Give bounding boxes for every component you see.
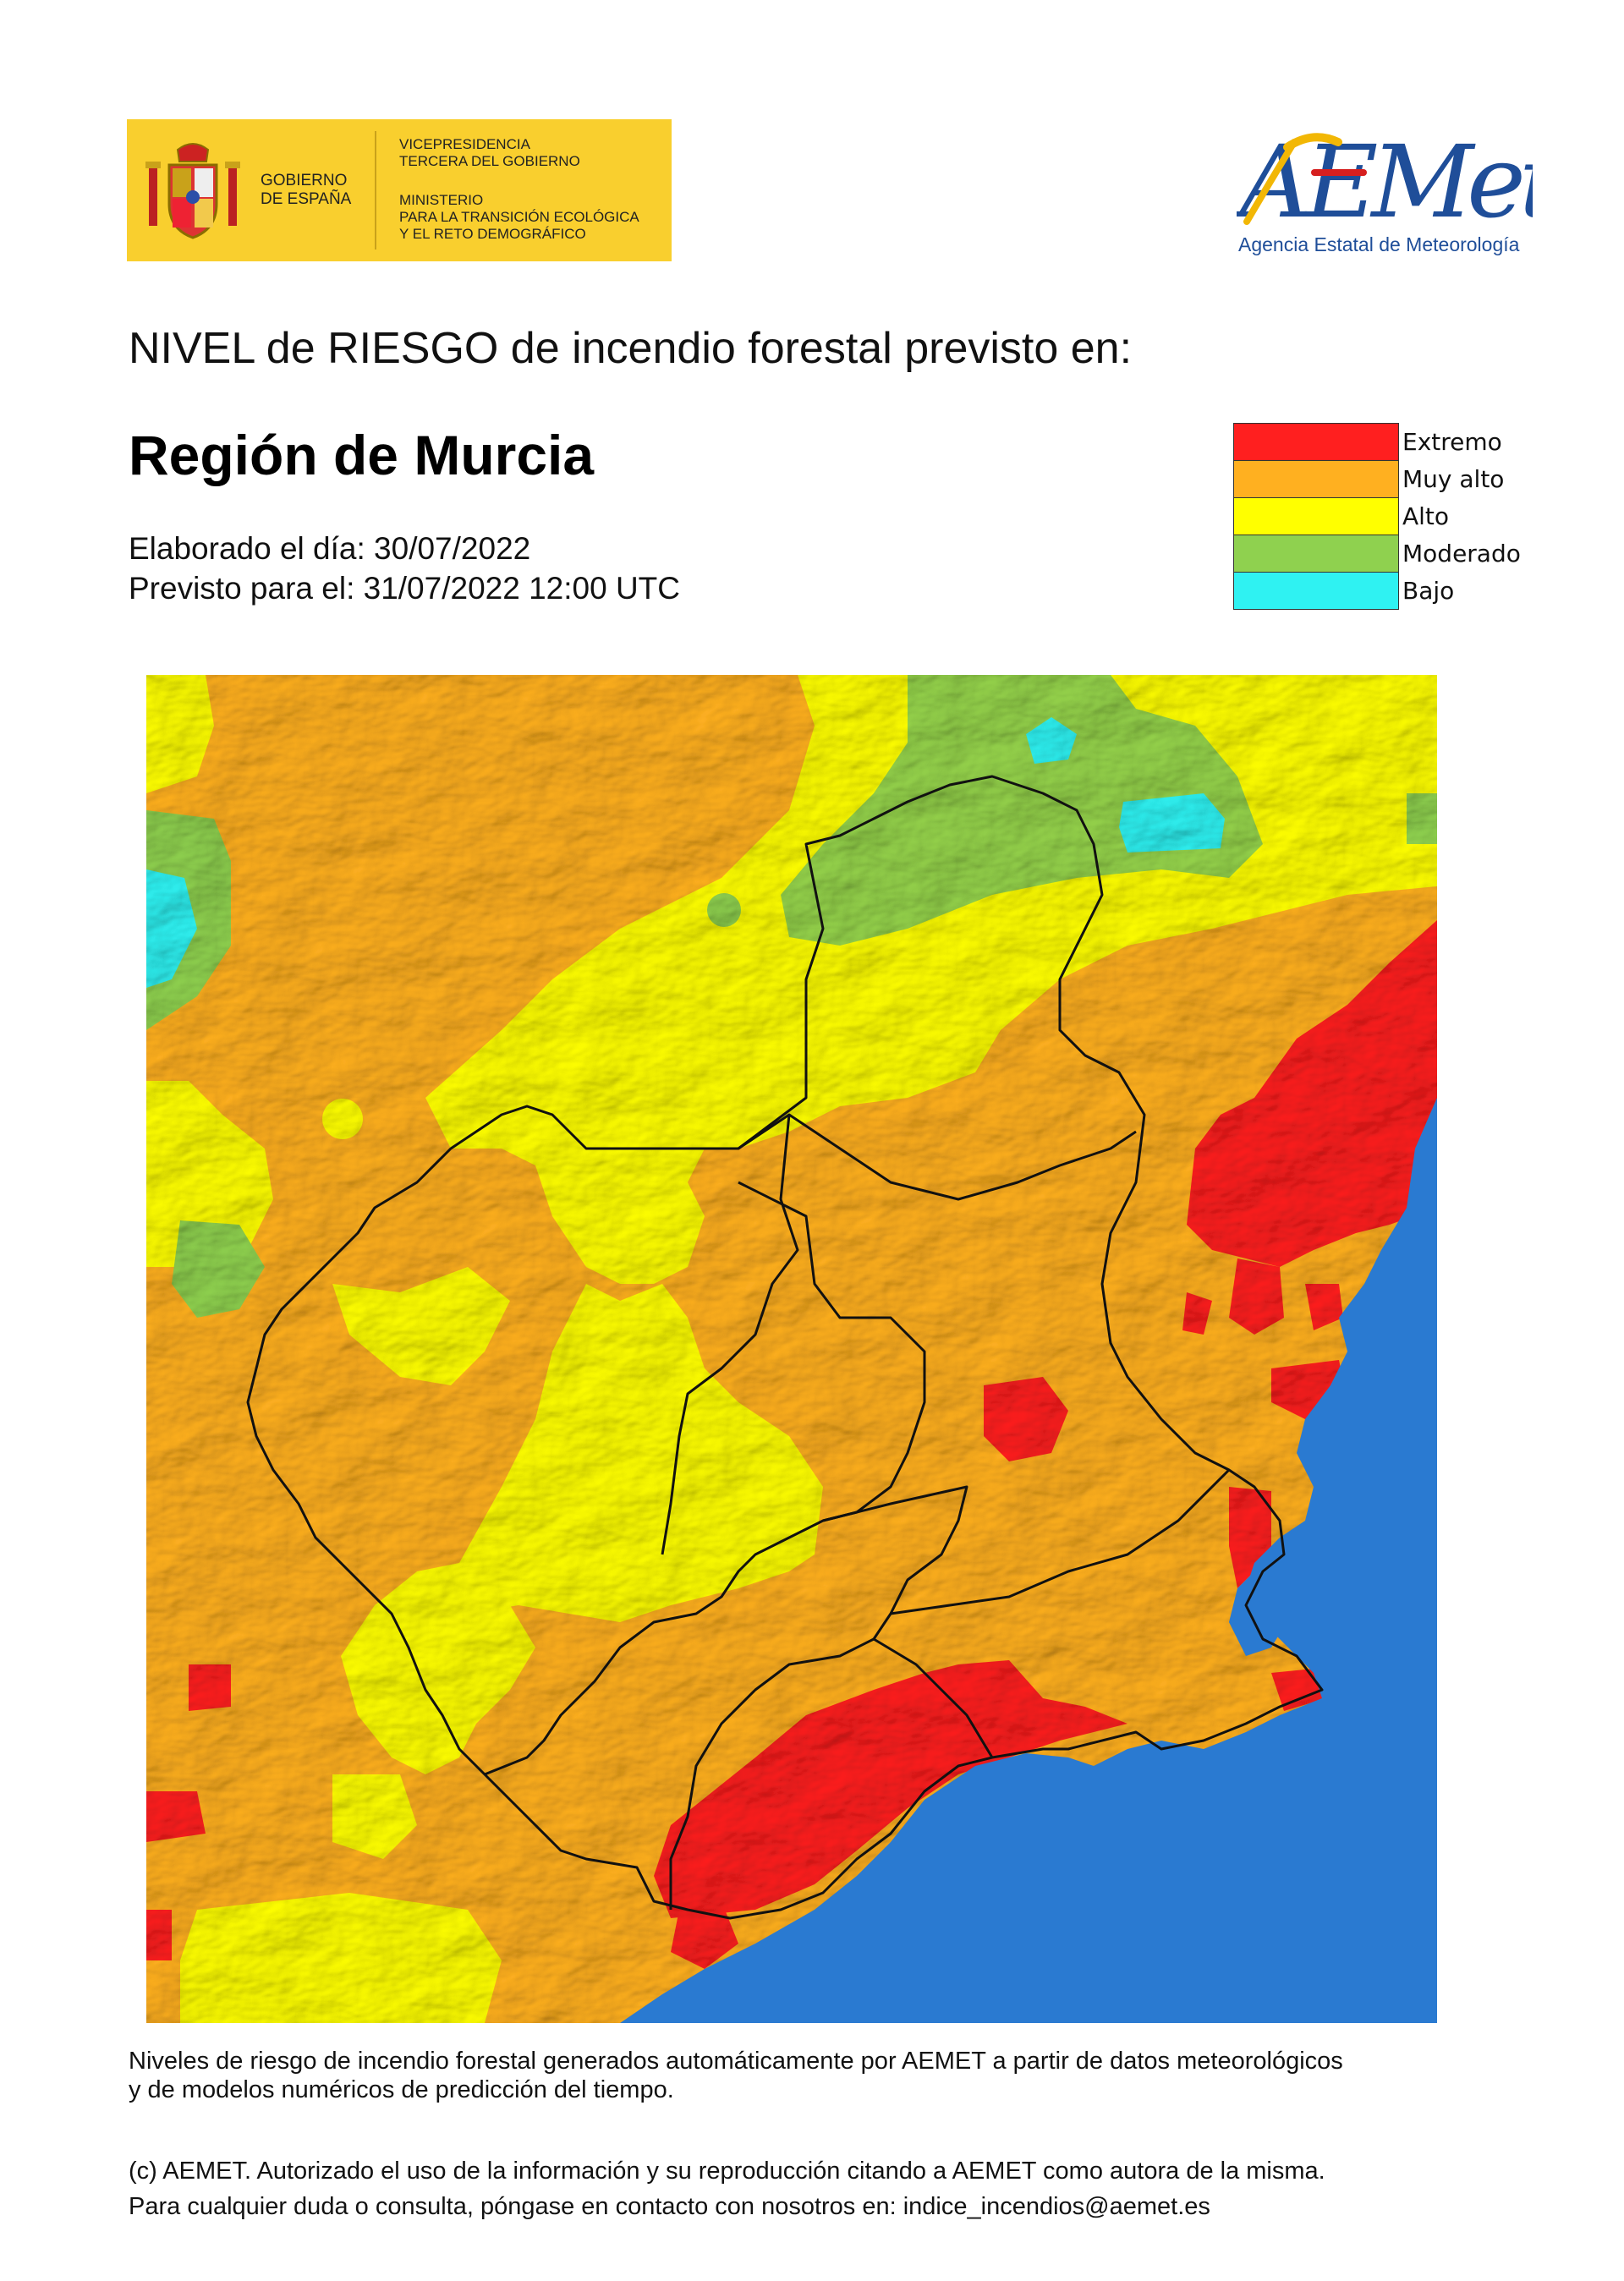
legend-item-extremo: Extremo (1233, 423, 1538, 461)
valid-date: Previsto para el: 31/07/2022 12:00 UTC (129, 571, 680, 606)
risk-area-extremo (146, 1791, 206, 1842)
legend-item-moderado: Moderado (1233, 535, 1538, 573)
risk-area-extremo (146, 1910, 172, 1960)
legend-swatch (1233, 535, 1399, 572)
risk-area-bajo (1026, 717, 1077, 764)
municipal-border (738, 1113, 1137, 1201)
government-banner: GOBIERNO DE ESPAÑA VICEPRESIDENCIA TERCE… (127, 119, 672, 261)
risk-area-extremo (984, 1377, 1068, 1461)
coat-of-arms-icon (145, 143, 240, 239)
risk-area-bajo (146, 869, 197, 988)
government-name: GOBIERNO DE ESPAÑA (261, 172, 352, 208)
municipal-border (822, 1485, 968, 1640)
risk-area-alto (341, 1563, 535, 1774)
legend-label: Moderado (1402, 540, 1521, 568)
legend-label: Extremo (1402, 428, 1502, 456)
aemet-subtitle: Agencia Estatal de Meteorología (1238, 233, 1520, 255)
risk-area-alto (146, 675, 214, 793)
risk-area-extremo (1271, 1669, 1326, 1711)
aemet-logo: AEMet (1237, 123, 1533, 240)
banner-divider (375, 131, 376, 249)
legend-label: Muy alto (1402, 465, 1505, 493)
fire-risk-map (146, 675, 1437, 2023)
risk-area-alto (332, 1774, 417, 1859)
risk-area-extremo (671, 1901, 738, 1969)
legend-swatch (1233, 460, 1399, 497)
risk-area-extremo (1182, 1292, 1212, 1335)
legend-swatch (1233, 572, 1399, 610)
risk-area-alto (180, 1893, 502, 2023)
copyright-note: (c) AEMET. Autorizado el uso de la infor… (129, 2158, 1325, 2220)
page-title: NIVEL de RIESGO de incendio forestal pre… (129, 324, 1133, 373)
municipal-border (484, 1181, 926, 1776)
risk-area-bajo (1119, 793, 1225, 853)
issued-date: Elaborado el día: 30/07/2022 (129, 531, 531, 566)
ministry-label: MINISTERIO PARA LA TRANSICIÓN ECOLÓGICA … (399, 192, 639, 242)
generation-note: Niveles de riesgo de incendio forestal g… (129, 2048, 1343, 2103)
mar-menor-lagoon (1229, 1554, 1297, 1656)
municipal-border (661, 1114, 799, 1555)
risk-area-moderado (781, 675, 1263, 946)
risk-area-moderado (707, 893, 741, 927)
risk-area-alto (332, 1267, 510, 1385)
risk-area-extremo (1305, 1284, 1343, 1330)
risk-area-extremo (654, 1660, 1127, 1918)
legend-item-alto: Alto (1233, 497, 1538, 535)
risk-area-moderado (1407, 793, 1437, 844)
region-name: Región de Murcia (129, 424, 595, 486)
vicepresidency-label: VICEPRESIDENCIA TERCERA DEL GOBIERNO (399, 136, 580, 169)
aemet-logo-wordmark: AEMet (1237, 123, 1533, 240)
municipal-border (890, 1468, 1231, 1615)
risk-area-moderado (172, 1220, 265, 1318)
legend-swatch (1233, 497, 1399, 535)
risk-area-alto (459, 1284, 823, 1622)
region-outer-border (246, 775, 1324, 1920)
legend-swatch (1233, 423, 1399, 460)
risk-area-extremo (189, 1664, 231, 1711)
risk-area-extremo (1229, 1258, 1284, 1335)
municipal-border (669, 1637, 875, 1910)
legend-label: Alto (1402, 502, 1450, 530)
legend-label: Bajo (1402, 577, 1455, 605)
risk-area-alto (146, 1081, 273, 1267)
risk-area-alto (322, 1099, 363, 1139)
risk-area-extremo (1187, 920, 1437, 1267)
sea-area (620, 1098, 1437, 2023)
legend-item-bajo: Bajo (1233, 572, 1538, 610)
legend-item-muy-alto: Muy alto (1233, 460, 1538, 498)
municipal-border (873, 1637, 994, 1758)
